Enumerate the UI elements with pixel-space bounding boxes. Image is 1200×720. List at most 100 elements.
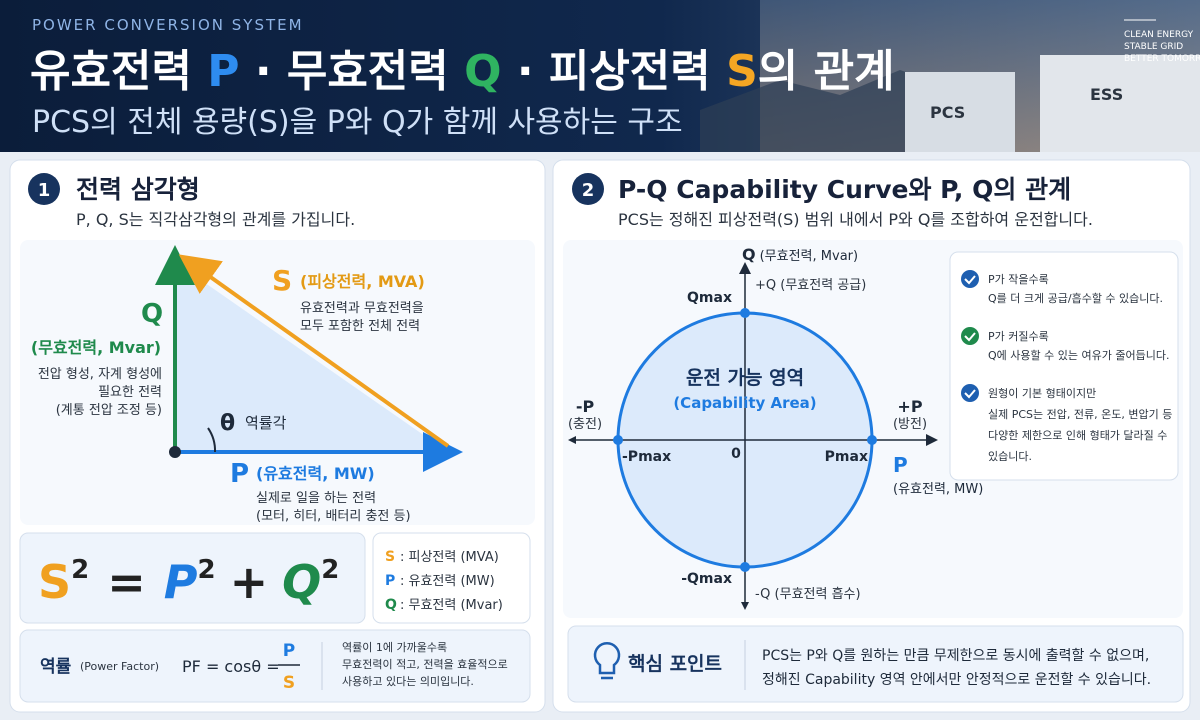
note-text: 원형이 기본 형태이지만 [988,387,1096,400]
area-title: 운전 가능 영역 [686,367,804,389]
legend-box [372,532,531,624]
q-name: (무효전력, Mvar) [31,338,161,357]
title-p: P [207,46,239,97]
legend-text: : 유효전력 (MW) [400,574,495,589]
title-part: 유효전력 [30,46,207,97]
p-minus: -P [576,397,595,416]
p-axis-name: (유효전력, MW) [893,482,983,497]
formula-eq: = [107,555,146,609]
p-min-label: -Pmax [622,449,671,465]
eyebrow: POWER CONVERSION SYSTEM [32,16,304,34]
s-desc: 모두 포함한 전체 전력 [300,319,420,334]
note-text: Q를 더 크게 공급/흡수할 수 있습니다. [988,291,1163,305]
note-text: P가 커질수록 [988,330,1049,343]
formula-q: Q [282,555,321,609]
step-number: 2 [582,180,595,201]
legend-symbol: P [385,573,395,589]
q-plus: +Q (무효전력 공급) [755,278,866,293]
title-s: S [726,46,758,97]
formula-box [19,532,366,624]
key-point-title: 핵심 포인트 [628,653,722,675]
tagline: CLEAN ENERGY [1124,30,1194,40]
p-desc: (모터, 히터, 배터리 충전 등) [256,509,411,524]
check-icon [961,270,979,288]
legend-symbol: Q [385,597,397,613]
p-plus-note: (방전) [893,417,927,432]
note-text: 다양한 제한으로 인해 형태가 달라질 수 [988,428,1167,442]
note-text: 있습니다. [988,450,1032,463]
angle-arc [207,427,217,453]
key-point-box [567,625,1184,703]
step-number: 1 [38,180,51,201]
angle-name: 역률각 [245,414,287,432]
axis-point [613,435,623,445]
origin-label: 0 [731,446,741,462]
image-label: ESS [1090,85,1123,104]
pf-note: 무효전력이 적고, 전력을 효율적으로 [342,658,508,671]
subtitle: PCS의 전체 용량(S)을 P와 Q가 함께 사용하는 구조 [32,105,683,140]
q-max: Qmax [687,290,732,306]
p-minus-note: (충전) [568,417,602,432]
axis-point [867,435,877,445]
p-desc: 실제로 일을 하는 전력 [256,491,376,506]
formula-exp: 2 [321,555,339,585]
title-q: Q [464,46,501,97]
key-point-text: PCS는 P와 Q를 원하는 만큼 무제한으로 동시에 출력할 수 없으며, [762,648,1149,664]
pf-formula: PF = cosθ = [182,657,280,676]
formula: S2 = P2 + Q2 [38,555,339,609]
note-text: P가 작을수록 [988,273,1049,286]
step-badge [572,173,604,205]
q-desc: (계통 전압 조정 등) [56,403,162,418]
step-badge [28,173,60,205]
pf-denominator: S [283,673,295,693]
tagline: BETTER TOMORROW [1124,54,1200,64]
p-axis-symbol: P [893,453,908,477]
legend-text: : 무효전력 (Mvar) [400,598,503,613]
panel-title: 전력 삼각형 [76,175,200,204]
pf-title: 역률 [40,657,72,677]
formula-s: S [38,555,71,609]
key-point-text: 정해진 Capability 영역 안에서만 안정적으로 운전할 수 있습니다. [762,672,1151,688]
title-part: · 무효전력 [240,46,465,97]
axis-point [740,308,750,318]
pf-numerator: P [283,641,295,661]
s-desc: 유효전력과 무효전력을 [300,301,424,316]
title-part: 의 관계 [758,46,895,97]
panel-description: PCS는 정해진 피상전력(S) 범위 내에서 P와 Q를 조합하여 운전합니다… [618,210,1093,229]
check-mark [964,275,976,285]
q-min-label: -Qmax [681,571,732,587]
p-plus: +P [897,397,922,416]
area-subtitle: (Capability Area) [673,394,816,412]
note-text: Q에 사용할 수 있는 여유가 줄어듭니다. [988,349,1169,362]
formula-exp: 2 [71,555,89,585]
s-arrow [178,254,450,448]
origin-dot [169,446,181,458]
mountains [700,70,960,152]
check-mark [964,389,976,399]
legend-symbol: S [385,549,395,565]
p-symbol: P [230,459,249,489]
formula-p: P [164,555,198,609]
q-symbol: Q [141,299,163,329]
p-name: (유효전력, MW) [256,464,375,483]
q-axis-symbol: Q [742,245,756,264]
pcs-cabinet [905,72,1015,152]
q-axis-name: (무효전력, Mvar) [760,249,858,264]
q-desc: 필요한 전력 [98,385,162,400]
s-symbol: S [272,264,292,297]
legend-text: : 피상전력 (MVA) [400,550,499,565]
pf-box [19,629,531,703]
angle-symbol: θ [220,411,235,436]
q-axis-label: Q (무효전력, Mvar) [742,245,858,264]
panel-description: P, Q, S는 직각삼각형의 관계를 가집니다. [76,210,355,229]
tagline: STABLE GRID [1124,42,1183,52]
s-name: (피상전력, MVA) [300,272,425,291]
notes-box [949,251,1179,481]
ess-cabinet [1040,55,1200,152]
title: 유효전력 P · 무효전력 Q · 피상전력 S의 관계 [30,46,895,97]
check-icon [961,384,979,402]
panel-title: P-Q Capability Curve와 P, Q의 관계 [618,175,1071,204]
title-part: · 피상전력 [502,46,727,97]
q-minus: -Q (무효전력 흡수) [755,587,861,602]
